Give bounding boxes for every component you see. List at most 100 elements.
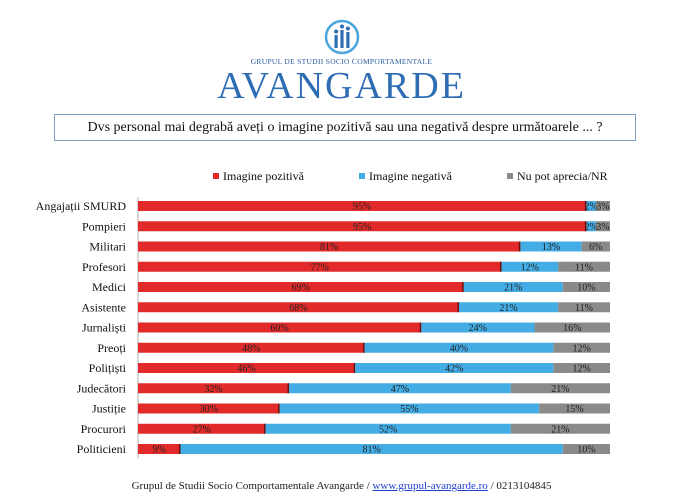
bar-segment bbox=[586, 221, 596, 232]
legend-label: Imagine pozitivă bbox=[223, 169, 305, 183]
bar-end-marker bbox=[363, 342, 365, 353]
data-label: 42% bbox=[445, 364, 463, 375]
bar-segment bbox=[138, 241, 521, 252]
data-label: 6% bbox=[589, 242, 602, 253]
legend-swatch bbox=[213, 173, 219, 179]
category-label: Asistente bbox=[81, 300, 126, 314]
bar-segment bbox=[595, 221, 610, 232]
data-label: 10% bbox=[577, 445, 595, 456]
data-label: 47% bbox=[391, 384, 409, 395]
bar-segment bbox=[138, 221, 587, 232]
bar-segment bbox=[501, 261, 559, 272]
data-label: 10% bbox=[577, 283, 595, 294]
bar-segment bbox=[138, 423, 266, 434]
bar-segment bbox=[510, 383, 610, 394]
data-label: 52% bbox=[379, 424, 397, 435]
data-label: 21% bbox=[551, 424, 569, 435]
bar-segment bbox=[595, 201, 610, 211]
bar-segment bbox=[138, 282, 464, 292]
bar-end-marker bbox=[457, 302, 459, 313]
bar-segment bbox=[553, 342, 610, 353]
bar-end-marker bbox=[419, 322, 422, 333]
data-label: 30% bbox=[200, 404, 218, 415]
data-label: 12% bbox=[573, 343, 591, 354]
footer: Grupul de Studii Socio Comportamentale A… bbox=[0, 480, 683, 492]
data-label: 3% bbox=[596, 222, 609, 233]
data-label: 95% bbox=[353, 202, 371, 213]
footer-phone: 0213104845 bbox=[496, 480, 552, 492]
category-label: Profesori bbox=[82, 260, 127, 274]
bar-segment bbox=[364, 342, 554, 353]
category-label: Angajații SMURD bbox=[36, 199, 127, 213]
bar-segment bbox=[558, 302, 610, 313]
data-label: 21% bbox=[551, 384, 569, 395]
chart-bars: 95% 2%3%95% 2%3%81% 13% 6%77% 12% 11%69% 21% 10%… bbox=[138, 201, 610, 456]
data-label: 3% bbox=[596, 202, 609, 213]
bar-segment bbox=[355, 363, 554, 373]
data-label: 68% bbox=[289, 303, 307, 314]
logo-subtitle: GRUPUL DE STUDII SOCIO COMPORTAMENTALE bbox=[250, 57, 433, 66]
legend-swatch bbox=[507, 173, 513, 179]
bar-end-marker bbox=[353, 363, 356, 373]
bar-segment bbox=[421, 322, 535, 333]
data-label: 13% bbox=[542, 242, 560, 253]
category-label: Politicieni bbox=[77, 442, 127, 456]
data-label: 77% bbox=[311, 262, 329, 273]
data-label: 24% bbox=[469, 323, 487, 334]
bar-segment bbox=[463, 282, 563, 292]
data-label: 46% bbox=[237, 364, 255, 375]
bar-segment bbox=[586, 201, 596, 211]
bar-segment bbox=[138, 363, 356, 373]
bar-segment bbox=[138, 322, 422, 333]
bar-segment bbox=[539, 403, 610, 414]
data-label: 21% bbox=[499, 303, 517, 314]
category-label: Jurnaliști bbox=[82, 321, 127, 335]
bar-segment bbox=[279, 403, 540, 414]
bar-segment bbox=[458, 302, 559, 313]
bar-segment bbox=[138, 403, 280, 414]
data-label: 40% bbox=[450, 343, 468, 354]
bar-segment bbox=[138, 261, 502, 272]
bar-segment bbox=[562, 444, 610, 454]
category-label: Militari bbox=[89, 240, 126, 254]
data-label: 11% bbox=[575, 262, 593, 273]
bar-segment bbox=[138, 302, 459, 313]
footer-org: Grupul de Studii Socio Comportamentale A… bbox=[131, 480, 364, 492]
bar-end-marker bbox=[584, 201, 587, 211]
data-label: 21% bbox=[504, 283, 522, 294]
bar-end-marker bbox=[263, 423, 266, 434]
footer-website-link[interactable]: www.grupul-avangarde.ro bbox=[372, 480, 488, 492]
footer-separator: / bbox=[363, 480, 373, 492]
logo-emblem-icon bbox=[324, 19, 359, 55]
bar-end-marker bbox=[518, 241, 521, 252]
data-label: 55% bbox=[400, 404, 418, 415]
bar-segment bbox=[562, 282, 610, 292]
data-label: 15% bbox=[565, 404, 583, 415]
bar-segment bbox=[289, 383, 511, 394]
stacked-bar-chart: Imagine pozitivă Imagine negativă Nu pot a… bbox=[36, 169, 610, 459]
bar-segment bbox=[510, 423, 610, 434]
data-label: 81% bbox=[320, 242, 338, 253]
data-label: 69% bbox=[292, 283, 310, 294]
category-label: Pompieri bbox=[82, 219, 127, 233]
data-label: 2% bbox=[584, 222, 597, 233]
bar-end-marker bbox=[462, 282, 464, 292]
data-label: 60% bbox=[270, 323, 288, 334]
logo-wordmark: AVANGARDE bbox=[217, 65, 466, 107]
bar-segment bbox=[534, 322, 610, 333]
category-label: Judecători bbox=[77, 381, 127, 395]
logo: GRUPUL DE STUDII SOCIO COMPORTAMENTALE A… bbox=[0, 18, 683, 106]
bar-segment bbox=[553, 363, 610, 373]
data-label: 11% bbox=[575, 303, 593, 314]
bar-segment bbox=[180, 444, 563, 454]
footer-separator: / bbox=[487, 480, 497, 492]
data-label: 95% bbox=[353, 222, 371, 233]
data-label: 9% bbox=[153, 445, 166, 456]
data-label: 2% bbox=[584, 202, 597, 213]
category-label: Polițiști bbox=[89, 361, 127, 375]
legend-label: Imagine negativă bbox=[369, 169, 453, 183]
data-label: 27% bbox=[193, 424, 211, 435]
bar-segment bbox=[558, 261, 610, 272]
chart-legend: Imagine pozitivă Imagine negativă Nu pot a… bbox=[213, 169, 608, 183]
data-label: 81% bbox=[362, 445, 380, 456]
